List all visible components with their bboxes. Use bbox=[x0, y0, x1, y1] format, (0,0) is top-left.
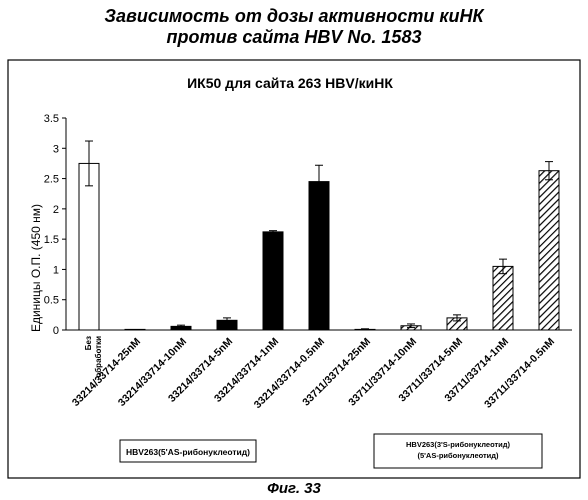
y-tick-label: 1.5 bbox=[44, 234, 59, 246]
group-label: HBV263(5'AS-рибонуклеотид) bbox=[126, 447, 250, 457]
figure-caption: Фиг. 33 bbox=[0, 480, 588, 497]
y-tick-label: 3 bbox=[53, 143, 59, 155]
bar bbox=[263, 232, 283, 330]
y-tick-label: 0 bbox=[53, 325, 59, 337]
bar bbox=[493, 266, 513, 330]
bar bbox=[125, 329, 145, 330]
bar bbox=[309, 182, 329, 330]
y-tick-label: 2 bbox=[53, 204, 59, 216]
y-tick-label: 0.5 bbox=[44, 295, 59, 307]
bar bbox=[79, 163, 99, 330]
y-tick-label: 2.5 bbox=[44, 174, 59, 186]
group-label: (5'AS-рибонуклеотид) bbox=[417, 451, 499, 460]
y-axis-label: Единицы О.П. (450 нм) bbox=[29, 204, 43, 332]
bar bbox=[539, 171, 559, 330]
figure-title-line2: против сайта HBV No. 1583 bbox=[0, 27, 588, 47]
figure-title-line1: Зависимость от дозы активности киНК bbox=[0, 6, 588, 26]
chart-title: ИК50 для сайта 263 HBV/киНК bbox=[187, 75, 393, 91]
chart: ИК50 для сайта 263 HBV/киНК Единицы О.П.… bbox=[0, 50, 588, 480]
y-tick-label: 1 bbox=[53, 264, 59, 276]
y-tick-label: 3.5 bbox=[44, 113, 59, 125]
group-label: HBV263(3'S-рибонуклеотид) bbox=[406, 440, 511, 449]
